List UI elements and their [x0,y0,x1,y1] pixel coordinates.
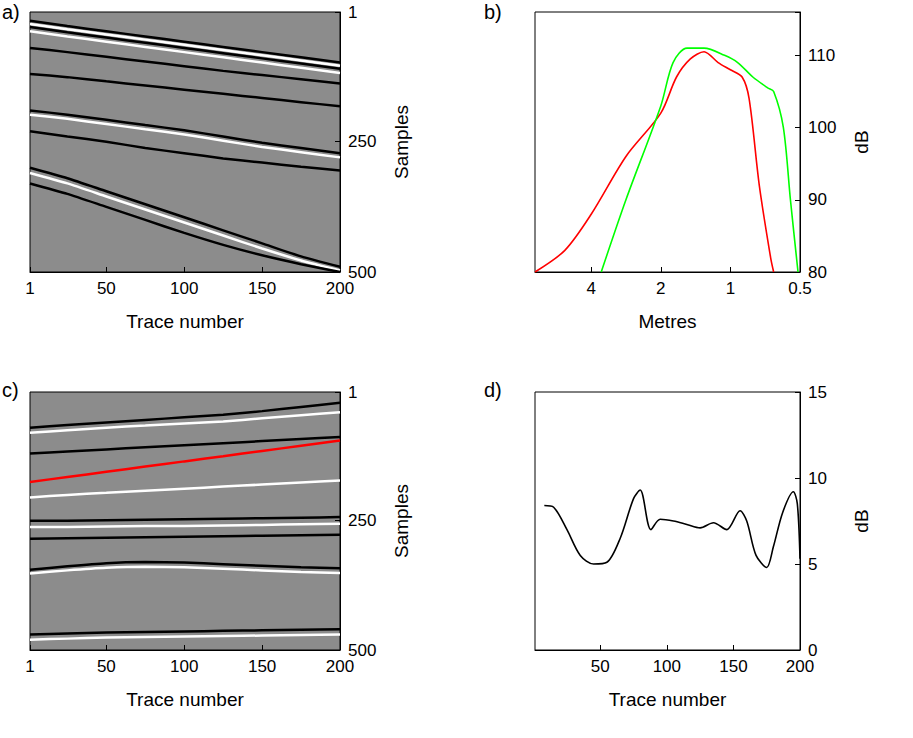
svg-text:80: 80 [808,262,827,282]
svg-text:50: 50 [591,657,610,676]
svg-text:1: 1 [25,279,34,298]
svg-text:100: 100 [653,657,681,676]
svg-text:200: 200 [786,657,814,676]
svg-text:50: 50 [97,657,116,676]
svg-text:Trace number: Trace number [126,689,244,710]
svg-text:15: 15 [808,383,827,402]
svg-text:500: 500 [348,262,377,282]
svg-text:4: 4 [586,279,595,298]
svg-text:90: 90 [808,190,827,209]
svg-text:100: 100 [170,657,198,676]
svg-text:c): c) [2,379,19,401]
svg-text:2: 2 [656,279,665,298]
svg-text:50: 50 [97,279,116,298]
svg-text:110: 110 [808,46,835,65]
svg-text:b): b) [484,1,502,23]
svg-text:0.5: 0.5 [788,279,812,298]
svg-text:10: 10 [808,469,827,488]
svg-text:1: 1 [726,279,735,298]
svg-text:Metres: Metres [638,311,696,332]
svg-text:d): d) [484,379,502,401]
svg-text:1: 1 [348,3,357,22]
svg-text:a): a) [2,1,20,23]
svg-text:200: 200 [326,657,354,676]
svg-text:Trace number: Trace number [609,689,727,710]
svg-text:150: 150 [719,657,747,676]
svg-text:250: 250 [348,511,376,530]
svg-text:Samples: Samples [391,105,412,179]
svg-text:1: 1 [348,383,357,402]
svg-text:1: 1 [25,657,34,676]
svg-text:150: 150 [248,657,276,676]
svg-text:0: 0 [808,640,818,660]
svg-text:Samples: Samples [391,484,412,558]
svg-text:150: 150 [248,279,276,298]
svg-text:dB: dB [851,509,872,532]
svg-text:500: 500 [348,640,377,660]
svg-text:Trace number: Trace number [126,311,244,332]
svg-text:dB: dB [851,130,872,153]
svg-text:250: 250 [348,132,376,151]
svg-text:100: 100 [808,118,836,137]
svg-text:100: 100 [170,279,198,298]
svg-text:5: 5 [808,555,817,574]
svg-text:200: 200 [326,279,354,298]
